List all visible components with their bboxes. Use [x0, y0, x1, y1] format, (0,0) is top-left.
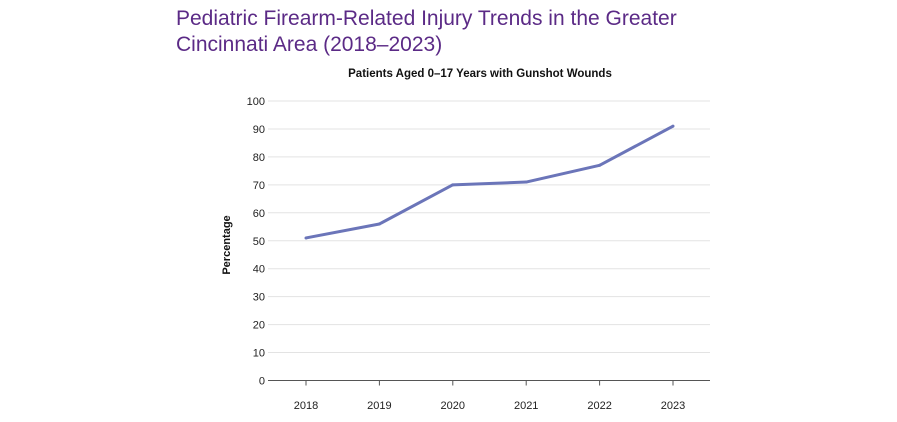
data-point	[671, 124, 675, 128]
y-tick-label: 80	[253, 152, 265, 164]
data-point	[451, 183, 455, 187]
x-tick-label: 2018	[294, 400, 318, 412]
x-tick-label: 2022	[587, 400, 611, 412]
series-line	[305, 124, 674, 240]
y-tick-label: 20	[253, 320, 265, 332]
x-tick-label: 2020	[441, 400, 465, 412]
y-tick-label: 60	[253, 208, 265, 220]
data-point	[304, 236, 308, 240]
y-tick-label: 10	[253, 348, 265, 360]
chart-title: Patients Aged 0–17 Years with Gunshot Wo…	[348, 68, 612, 80]
x-tick-label: 2019	[367, 400, 391, 412]
y-axis-label: Percentage	[221, 215, 233, 274]
y-tick-label: 40	[253, 264, 265, 276]
data-point	[524, 180, 528, 184]
y-tick-label: 70	[253, 180, 265, 192]
data-point	[377, 222, 381, 226]
data-point	[598, 163, 602, 167]
y-tick-label: 30	[253, 292, 265, 304]
x-tick-label: 2023	[661, 400, 685, 412]
y-tick-label: 0	[259, 376, 265, 388]
x-tick-label: 2021	[514, 400, 538, 412]
y-tick-label: 50	[253, 236, 265, 248]
page-title: Pediatric Firearm-Related Injury Trends …	[176, 7, 677, 56]
y-tick-label: 90	[253, 124, 265, 136]
y-tick-label: 100	[247, 96, 265, 108]
